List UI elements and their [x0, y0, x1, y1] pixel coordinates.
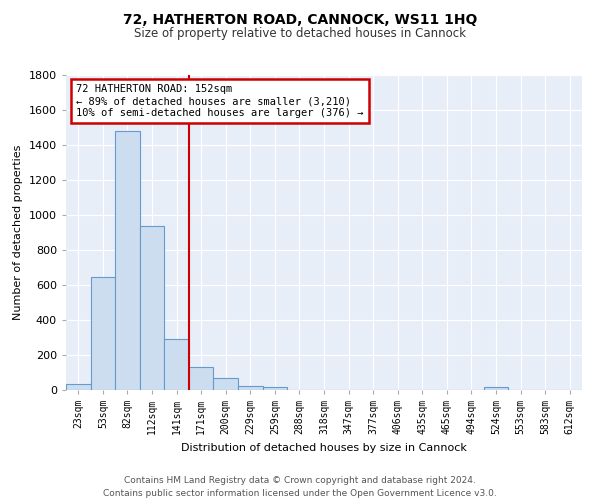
- Text: 72 HATHERTON ROAD: 152sqm
← 89% of detached houses are smaller (3,210)
10% of se: 72 HATHERTON ROAD: 152sqm ← 89% of detac…: [76, 84, 364, 117]
- Y-axis label: Number of detached properties: Number of detached properties: [13, 145, 23, 320]
- Bar: [66, 384, 91, 390]
- Bar: [238, 386, 263, 390]
- X-axis label: Distribution of detached houses by size in Cannock: Distribution of detached houses by size …: [181, 442, 467, 452]
- Bar: [91, 276, 115, 390]
- Bar: [140, 226, 164, 390]
- Bar: [484, 387, 508, 390]
- Bar: [164, 339, 189, 390]
- Bar: [115, 131, 140, 390]
- Bar: [189, 367, 214, 390]
- Text: Contains HM Land Registry data © Crown copyright and database right 2024.
Contai: Contains HM Land Registry data © Crown c…: [103, 476, 497, 498]
- Bar: [263, 387, 287, 390]
- Text: 72, HATHERTON ROAD, CANNOCK, WS11 1HQ: 72, HATHERTON ROAD, CANNOCK, WS11 1HQ: [123, 12, 477, 26]
- Bar: [214, 378, 238, 390]
- Text: Size of property relative to detached houses in Cannock: Size of property relative to detached ho…: [134, 28, 466, 40]
